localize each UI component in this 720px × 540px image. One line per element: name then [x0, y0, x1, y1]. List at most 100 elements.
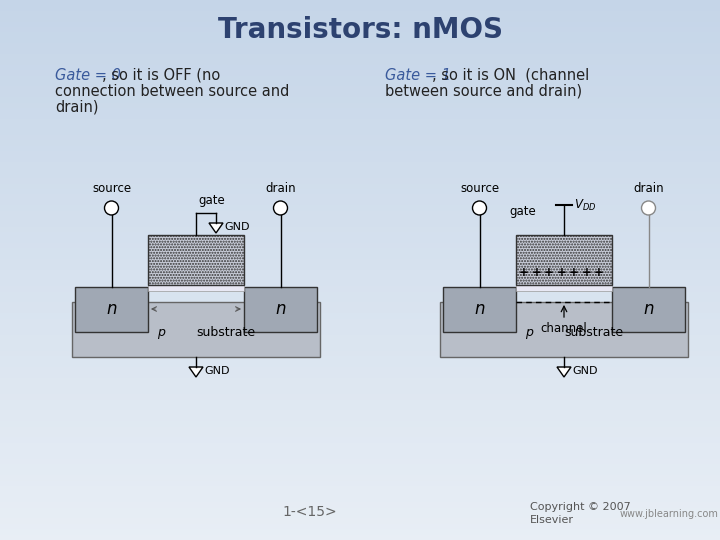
- Bar: [0, 319, 720, 324]
- Text: +: +: [557, 267, 567, 280]
- Bar: [0, 491, 720, 497]
- Bar: [0, 373, 720, 378]
- Bar: [0, 459, 720, 464]
- Bar: [0, 454, 720, 459]
- Circle shape: [104, 201, 119, 215]
- Bar: [0, 211, 720, 216]
- Bar: [0, 508, 720, 513]
- Text: Elsevier: Elsevier: [530, 515, 574, 525]
- Bar: [0, 313, 720, 319]
- Bar: [0, 140, 720, 146]
- Bar: [0, 389, 720, 394]
- Text: +: +: [582, 267, 591, 280]
- Bar: [0, 535, 720, 540]
- Bar: [0, 475, 720, 481]
- Bar: [0, 22, 720, 27]
- Bar: [0, 216, 720, 221]
- Bar: [0, 400, 720, 405]
- Bar: [0, 329, 720, 335]
- Bar: [0, 351, 720, 356]
- Bar: [0, 5, 720, 11]
- Bar: [0, 32, 720, 38]
- Text: n: n: [643, 300, 654, 319]
- Text: GND: GND: [224, 222, 250, 232]
- Bar: [0, 265, 720, 270]
- Text: +: +: [544, 267, 554, 280]
- Text: Copyright © 2007: Copyright © 2007: [530, 502, 631, 512]
- Text: connection between source and: connection between source and: [55, 84, 289, 99]
- Bar: [72, 302, 320, 357]
- Bar: [0, 119, 720, 124]
- Text: drain): drain): [55, 100, 99, 115]
- Text: +: +: [531, 267, 541, 280]
- Text: drain: drain: [265, 182, 296, 195]
- Bar: [0, 254, 720, 259]
- Bar: [0, 432, 720, 437]
- Bar: [0, 383, 720, 389]
- Bar: [0, 286, 720, 292]
- Bar: [0, 130, 720, 135]
- Bar: [0, 86, 720, 92]
- Polygon shape: [209, 223, 223, 233]
- Bar: [0, 178, 720, 184]
- Bar: [0, 346, 720, 351]
- Bar: [148, 285, 244, 291]
- Bar: [0, 448, 720, 454]
- Circle shape: [472, 201, 487, 215]
- Bar: [0, 221, 720, 227]
- Bar: [0, 437, 720, 443]
- Text: substrate: substrate: [564, 326, 624, 339]
- Bar: [0, 194, 720, 200]
- Bar: [0, 146, 720, 151]
- Bar: [0, 481, 720, 486]
- Bar: [0, 173, 720, 178]
- Text: GND: GND: [572, 366, 598, 376]
- Text: gate: gate: [509, 205, 536, 218]
- Bar: [0, 502, 720, 508]
- Bar: [0, 302, 720, 308]
- Bar: [0, 524, 720, 529]
- Bar: [0, 335, 720, 340]
- Bar: [0, 205, 720, 211]
- Bar: [0, 81, 720, 86]
- Text: 1-<15>: 1-<15>: [283, 505, 337, 519]
- Text: +: +: [594, 267, 604, 280]
- Bar: [0, 394, 720, 400]
- Bar: [516, 285, 612, 291]
- Bar: [0, 97, 720, 103]
- Bar: [443, 287, 516, 332]
- Bar: [0, 427, 720, 432]
- Bar: [0, 367, 720, 373]
- Bar: [0, 65, 720, 70]
- Bar: [0, 275, 720, 281]
- Bar: [75, 287, 148, 332]
- Bar: [0, 308, 720, 313]
- Bar: [0, 529, 720, 535]
- Circle shape: [274, 201, 287, 215]
- Text: www.jblearning.com: www.jblearning.com: [620, 509, 719, 519]
- Text: Transistors: nMOS: Transistors: nMOS: [217, 16, 503, 44]
- Text: , so it is ON  (channel: , so it is ON (channel: [432, 68, 589, 83]
- Bar: [0, 497, 720, 502]
- Text: p: p: [526, 326, 534, 339]
- Bar: [0, 59, 720, 65]
- Bar: [0, 405, 720, 410]
- Text: drain: drain: [633, 182, 664, 195]
- Bar: [244, 287, 317, 332]
- Text: n: n: [107, 300, 117, 319]
- Bar: [0, 16, 720, 22]
- Bar: [0, 70, 720, 76]
- Bar: [0, 184, 720, 189]
- Bar: [612, 287, 685, 332]
- Bar: [0, 27, 720, 32]
- Bar: [0, 421, 720, 427]
- Bar: [0, 135, 720, 140]
- Bar: [0, 189, 720, 194]
- Text: n: n: [275, 300, 286, 319]
- Text: $V_{DD}$: $V_{DD}$: [574, 198, 596, 213]
- Bar: [0, 297, 720, 302]
- Bar: [0, 238, 720, 243]
- Bar: [0, 113, 720, 119]
- Bar: [0, 49, 720, 54]
- Bar: [516, 235, 612, 285]
